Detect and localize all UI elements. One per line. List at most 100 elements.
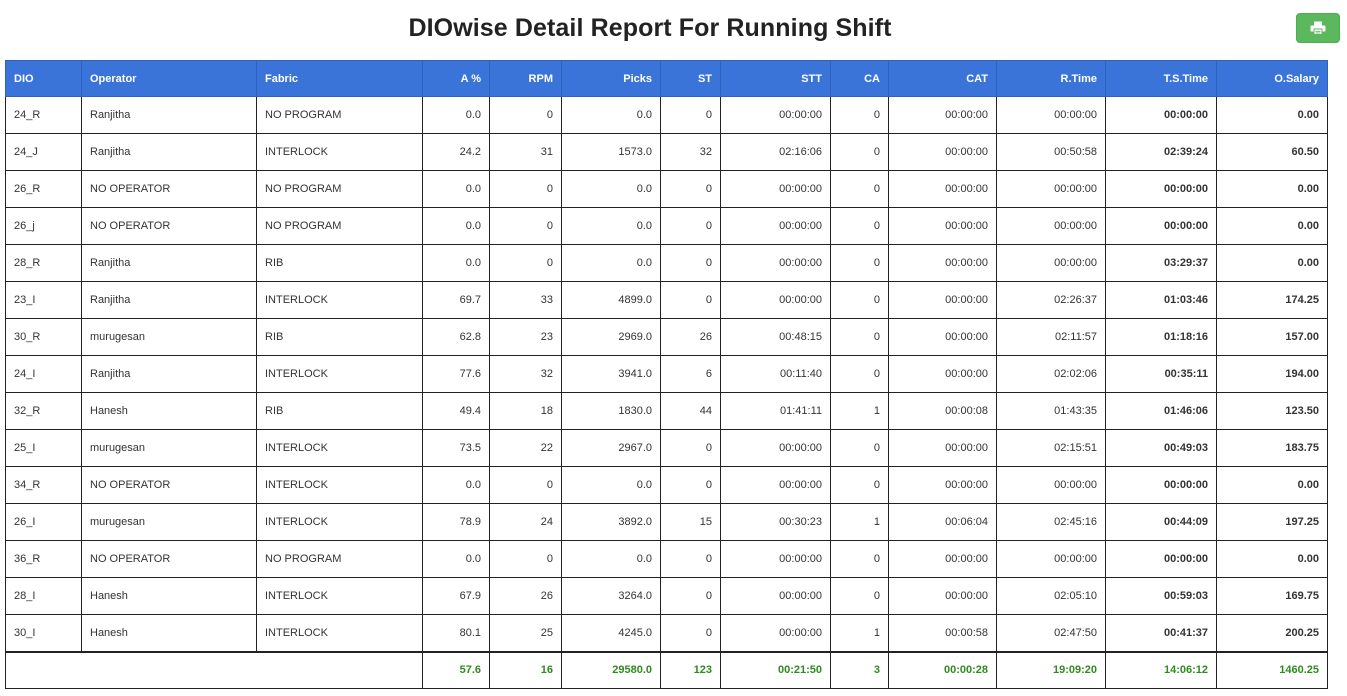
table-row: 34_R NO OPERATOR INTERLOCK 0.0 0 0.0 0 00:00:00… — [5, 466, 1328, 504]
column-header-dio[interactable]: DIO — [5, 60, 82, 97]
cell-cat: 00:00:00 — [888, 281, 997, 319]
cell-stt: 01:41:11 — [720, 392, 831, 430]
cell-cat: 00:00:00 — [888, 577, 997, 615]
cell-stt: 00:30:23 — [720, 503, 831, 541]
cell-st: 26 — [660, 318, 721, 356]
cell-st: 0 — [660, 96, 721, 134]
cell-cat: 00:00:00 — [888, 170, 997, 208]
column-header-operator[interactable]: Operator — [81, 60, 257, 97]
column-header-stt[interactable]: STT — [720, 60, 831, 97]
cell-cat: 00:00:00 — [888, 540, 997, 578]
cell-o-salary: 157.00 — [1216, 318, 1328, 356]
cell-a-percent: 0.0 — [422, 540, 490, 578]
table-row: 23_I Ranjitha INTERLOCK 69.7 33 4899.0 0 00:00:… — [5, 281, 1328, 319]
cell-picks: 1830.0 — [561, 392, 661, 430]
cell-ts-time: 00:00:00 — [1105, 540, 1217, 578]
cell-fabric: RIB — [256, 392, 423, 430]
column-header-rpm[interactable]: RPM — [489, 60, 562, 97]
cell-o-salary: 0.00 — [1216, 170, 1328, 208]
cell-ts-time: 01:18:16 — [1105, 318, 1217, 356]
cell-cat: 00:00:00 — [888, 133, 997, 171]
cell-fabric: RIB — [256, 244, 423, 282]
cell-r-time: 00:00:00 — [996, 244, 1106, 282]
cell-a-percent: 49.4 — [422, 392, 490, 430]
cell-o-salary: 197.25 — [1216, 503, 1328, 541]
cell-st: 0 — [660, 207, 721, 245]
cell-picks: 0.0 — [561, 170, 661, 208]
total-o-salary: 1460.25 — [1216, 650, 1328, 689]
cell-dio: 23_I — [5, 281, 82, 319]
cell-stt: 00:11:40 — [720, 355, 831, 393]
cell-ts-time: 00:00:00 — [1105, 170, 1217, 208]
column-header-r-time[interactable]: R.Time — [996, 60, 1106, 97]
cell-fabric: NO PROGRAM — [256, 540, 423, 578]
cell-operator: Hanesh — [81, 392, 257, 430]
cell-stt: 00:00:00 — [720, 170, 831, 208]
cell-st: 0 — [660, 577, 721, 615]
cell-o-salary: 60.50 — [1216, 133, 1328, 171]
cell-operator: NO OPERATOR — [81, 466, 257, 504]
cell-ts-time: 00:44:09 — [1105, 503, 1217, 541]
cell-ca: 0 — [830, 207, 889, 245]
cell-a-percent: 69.7 — [422, 281, 490, 319]
cell-operator: Hanesh — [81, 614, 257, 652]
cell-r-time: 00:50:58 — [996, 133, 1106, 171]
cell-rpm: 25 — [489, 614, 562, 652]
cell-r-time: 00:00:00 — [996, 207, 1106, 245]
cell-picks: 2969.0 — [561, 318, 661, 356]
cell-dio: 25_I — [5, 429, 82, 467]
column-header-ts-time[interactable]: T.S.Time — [1105, 60, 1217, 97]
report-table: DIO Operator Fabric A % RPM Picks ST STT… — [5, 60, 1328, 689]
cell-ts-time: 00:00:00 — [1105, 96, 1217, 134]
cell-fabric: NO PROGRAM — [256, 96, 423, 134]
total-picks: 29580.0 — [561, 650, 661, 689]
cell-ts-time: 01:46:06 — [1105, 392, 1217, 430]
column-header-st[interactable]: ST — [660, 60, 721, 97]
cell-dio: 24_J — [5, 133, 82, 171]
cell-o-salary: 0.00 — [1216, 540, 1328, 578]
cell-stt: 00:00:00 — [720, 429, 831, 467]
cell-fabric: INTERLOCK — [256, 614, 423, 652]
cell-r-time: 02:26:37 — [996, 281, 1106, 319]
cell-st: 6 — [660, 355, 721, 393]
cell-rpm: 0 — [489, 96, 562, 134]
cell-rpm: 0 — [489, 244, 562, 282]
cell-dio: 26_R — [5, 170, 82, 208]
table-row: 26_R NO OPERATOR NO PROGRAM 0.0 0 0.0 0 00:00:0… — [5, 170, 1328, 208]
cell-dio: 24_I — [5, 355, 82, 393]
cell-a-percent: 0.0 — [422, 170, 490, 208]
cell-dio: 26_I — [5, 503, 82, 541]
cell-stt: 00:48:15 — [720, 318, 831, 356]
cell-ca: 1 — [830, 392, 889, 430]
cell-ca: 0 — [830, 466, 889, 504]
cell-o-salary: 174.25 — [1216, 281, 1328, 319]
cell-rpm: 0 — [489, 170, 562, 208]
column-header-picks[interactable]: Picks — [561, 60, 661, 97]
cell-operator: Ranjitha — [81, 355, 257, 393]
cell-a-percent: 0.0 — [422, 244, 490, 282]
cell-operator: NO OPERATOR — [81, 540, 257, 578]
cell-a-percent: 0.0 — [422, 207, 490, 245]
table-row: 24_J Ranjitha INTERLOCK 24.2 31 1573.0 32 02:16… — [5, 133, 1328, 171]
column-header-cat[interactable]: CAT — [888, 60, 997, 97]
cell-cat: 00:00:00 — [888, 429, 997, 467]
cell-dio: 30_I — [5, 614, 82, 652]
cell-ca: 0 — [830, 170, 889, 208]
column-header-ca[interactable]: CA — [830, 60, 889, 97]
cell-a-percent: 62.8 — [422, 318, 490, 356]
column-header-o-salary[interactable]: O.Salary — [1216, 60, 1328, 97]
cell-ca: 0 — [830, 133, 889, 171]
table-header-row: DIO Operator Fabric A % RPM Picks ST STT… — [5, 60, 1328, 97]
cell-a-percent: 80.1 — [422, 614, 490, 652]
column-header-fabric[interactable]: Fabric — [256, 60, 423, 97]
cell-st: 32 — [660, 133, 721, 171]
table-row: 36_R NO OPERATOR NO PROGRAM 0.0 0 0.0 0 00:00:0… — [5, 540, 1328, 578]
cell-a-percent: 67.9 — [422, 577, 490, 615]
cell-o-salary: 123.50 — [1216, 392, 1328, 430]
cell-ca: 0 — [830, 355, 889, 393]
cell-ts-time: 01:03:46 — [1105, 281, 1217, 319]
cell-ca: 0 — [830, 244, 889, 282]
print-button[interactable] — [1296, 13, 1340, 43]
column-header-a-percent[interactable]: A % — [422, 60, 490, 97]
cell-dio: 34_R — [5, 466, 82, 504]
